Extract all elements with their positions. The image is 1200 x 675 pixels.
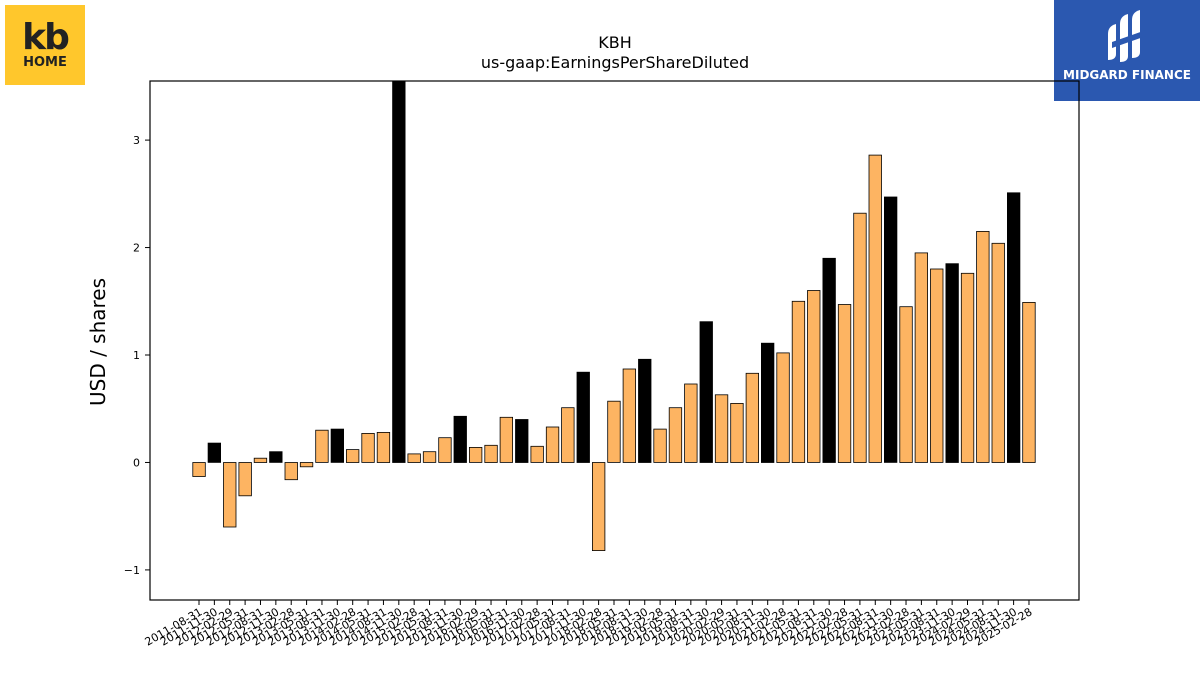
bar-2021-02-28: [776, 352, 790, 463]
plot-frame: [149, 80, 1080, 601]
bar-2024-08-31: [991, 242, 1005, 463]
bar-2020-08-31: [745, 372, 759, 463]
bar-2020-02-29: [714, 394, 729, 463]
bar-2016-08-31: [499, 416, 514, 463]
bar-2012-11-30: [269, 451, 283, 463]
bar-2012-08-31: [253, 457, 268, 463]
bar-2011-11-30: [207, 442, 222, 463]
bar-2014-11-30: [392, 80, 406, 463]
bar-2023-11-30: [945, 263, 959, 463]
bar-2022-02-28: [837, 304, 852, 463]
bar-2015-11-30: [453, 415, 467, 463]
bar-2011-08-31: [192, 462, 206, 477]
bar-2016-11-30: [515, 419, 529, 463]
bar-2018-05-31: [607, 400, 621, 463]
bar-2024-05-31: [976, 230, 990, 463]
y-tick-label: 2: [133, 242, 140, 255]
bar-2020-11-30: [761, 342, 775, 463]
y-tick-label: 3: [133, 134, 140, 147]
bar-2012-05-31: [238, 462, 252, 497]
bar-2021-05-31: [791, 300, 806, 463]
kb-home-logo-line2: HOME: [23, 54, 67, 70]
bar-2017-02-28: [530, 445, 544, 463]
y-axis: −1 0 1 2 3: [124, 134, 150, 577]
bar-2025-02-28: [1022, 301, 1036, 463]
bar-2020-05-31: [730, 402, 744, 463]
y-tick-label: 0: [133, 456, 140, 469]
bar-2015-08-31: [438, 437, 452, 463]
kb-home-logo: kb HOME: [5, 5, 85, 85]
bar-2019-05-31: [668, 407, 683, 463]
chart-title: KBH: [598, 33, 632, 52]
y-tick-label: 1: [133, 349, 140, 362]
bar-2018-11-30: [638, 358, 652, 463]
bar-2019-08-31: [684, 383, 698, 463]
bar-2015-05-31: [422, 451, 437, 463]
bar-2016-05-31: [484, 444, 498, 463]
bar-2021-11-30: [822, 257, 836, 463]
bar-2014-05-31: [361, 432, 375, 463]
bar-2017-05-31: [545, 426, 560, 463]
midgard-finance-logo-text: MIDGARD FINANCE: [1063, 68, 1191, 82]
bar-2013-02-28: [284, 462, 298, 481]
bar-2014-08-31: [376, 431, 391, 463]
bar-2015-02-28: [407, 453, 421, 463]
bar-2017-08-31: [561, 407, 575, 463]
bar-2023-02-28: [899, 306, 913, 463]
midgard-finance-logo: MIDGARD FINANCE: [1054, 0, 1200, 101]
bar-2018-02-28: [592, 462, 606, 551]
bar-2022-08-31: [868, 154, 882, 463]
bar-2012-02-29: [223, 462, 237, 528]
x-axis: 2011-08-312011-11-302012-02-292012-05-31…: [143, 600, 1034, 649]
bar-2013-08-31: [315, 429, 329, 463]
bar-2024-02-29: [960, 272, 975, 463]
bar-2019-02-28: [653, 428, 667, 463]
bar-2018-08-31: [622, 368, 636, 463]
bar-2024-11-30: [1007, 192, 1021, 463]
bar-2021-08-31: [807, 290, 821, 463]
bar-2023-05-31: [914, 252, 928, 463]
y-axis-label: USD / shares: [86, 278, 110, 406]
bar-2014-02-28: [345, 449, 360, 463]
bar-2023-08-31: [930, 268, 944, 463]
bar-2013-05-31: [299, 462, 314, 468]
kb-home-logo-line1: kb: [22, 16, 70, 58]
bar-2017-11-30: [576, 371, 590, 463]
bar-2022-05-31: [853, 212, 867, 463]
bar-series: [192, 80, 1036, 551]
bar-2013-11-30: [330, 428, 345, 463]
bar-2016-02-29: [468, 446, 483, 463]
chart-subtitle: us-gaap:EarningsPerShareDiluted: [481, 53, 749, 72]
bar-2019-11-30: [699, 321, 713, 463]
bar-2022-11-30: [884, 196, 898, 463]
midgard-finance-mark-icon: [1108, 10, 1146, 62]
y-tick-label: −1: [124, 564, 140, 577]
